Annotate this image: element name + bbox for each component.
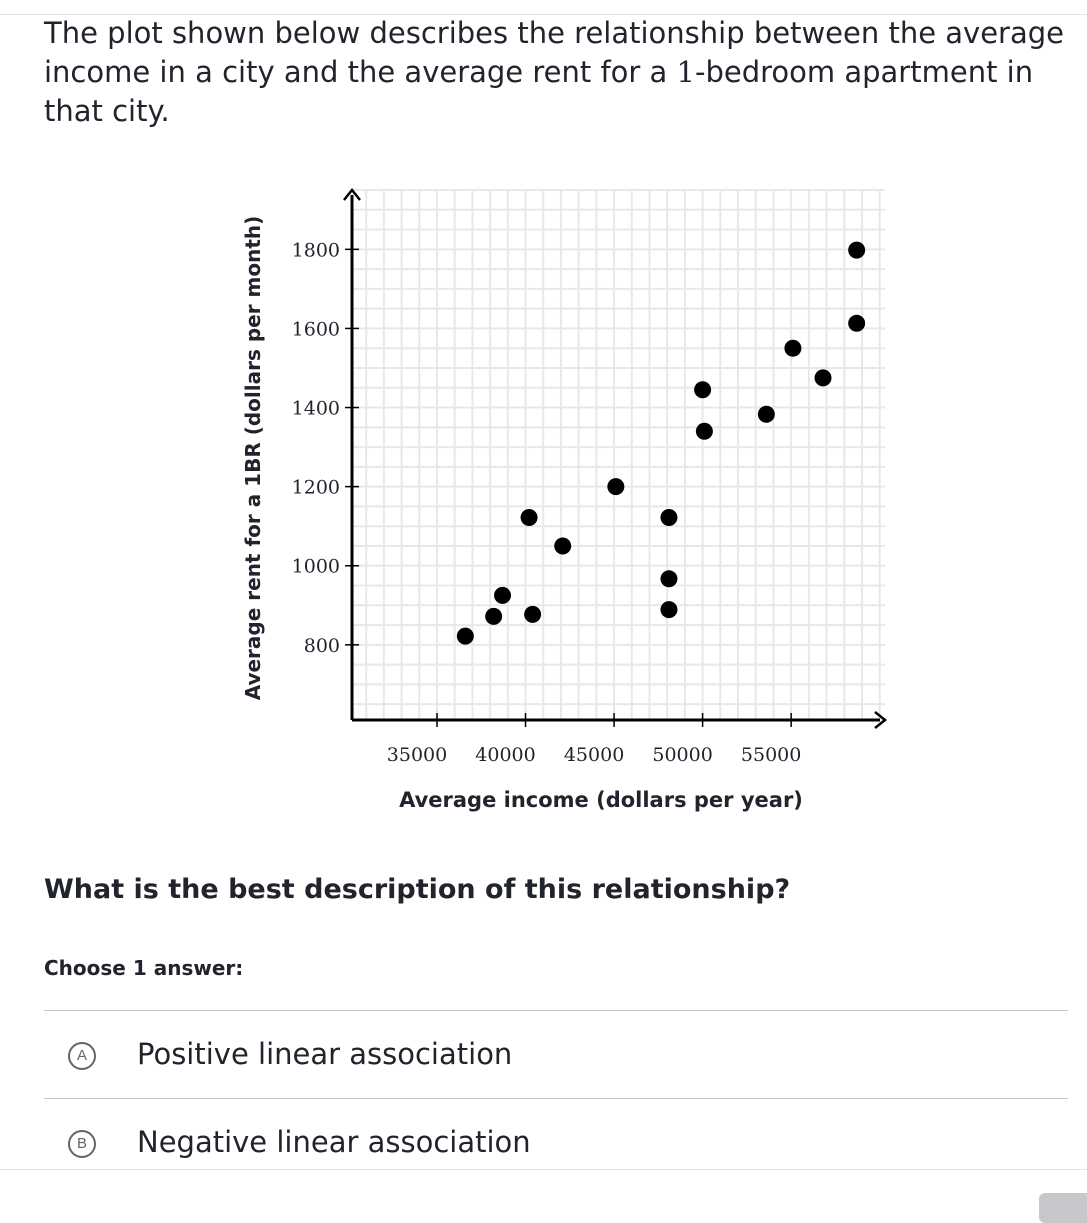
y-tick-label: 1200: [292, 477, 340, 499]
y-axis-arrow-icon: [343, 187, 361, 201]
x-axis-arrow-icon: [874, 711, 888, 729]
tick-marks: 35000 40000 45000 50000 55000 800 1000 1200 1400…: [292, 239, 802, 766]
data-point: [607, 478, 625, 496]
data-point: [694, 381, 712, 399]
data-point: [494, 586, 512, 604]
plot-axes: [343, 187, 888, 729]
choose-answer-label: Choose 1 answer:: [44, 956, 244, 980]
data-point: [660, 570, 678, 588]
bottom-divider: [0, 1169, 1087, 1170]
y-tick-label: 1400: [292, 398, 340, 420]
answer-letter-a-badge: A: [68, 1042, 96, 1070]
x-tick-label: 55000: [741, 744, 801, 766]
question-intro-number: 1: [676, 55, 695, 89]
y-axis-title: Average rent for a 1BR (dollars per mont…: [241, 215, 265, 701]
x-tick-label: 35000: [387, 744, 447, 766]
answer-option-b[interactable]: B Negative linear association: [44, 1099, 1068, 1186]
answer-letter-b-badge: B: [68, 1130, 96, 1158]
y-tick-label: 1000: [292, 556, 340, 578]
data-points: [456, 241, 866, 645]
data-point: [524, 605, 542, 623]
y-tick-label: 800: [304, 635, 340, 657]
data-point: [660, 508, 678, 526]
data-point: [485, 607, 503, 625]
data-point: [757, 405, 775, 423]
answer-choices: A Positive linear association B Negative…: [44, 1010, 1068, 1186]
x-axis-title: Average income (dollars per year): [399, 788, 803, 812]
answer-text-a: Positive linear association: [137, 1037, 513, 1071]
data-point: [660, 601, 678, 619]
answer-divider: [44, 1098, 1068, 1099]
y-tick-label: 1800: [292, 239, 340, 261]
top-divider: [0, 14, 1087, 15]
data-point: [554, 537, 572, 555]
data-point: [784, 339, 802, 357]
x-tick-label: 40000: [475, 744, 535, 766]
question-prompt: What is the best description of this rel…: [44, 874, 791, 905]
question-intro-after: -bedroom apartment in that city.: [44, 55, 1034, 128]
data-point: [848, 314, 866, 332]
data-point: [520, 508, 538, 526]
plot-grid: [352, 189, 885, 720]
data-point: [456, 627, 474, 645]
question-intro-before: The plot shown below describes the relat…: [44, 16, 1064, 89]
answer-option-a[interactable]: A Positive linear association: [44, 1011, 1068, 1098]
answer-text-b: Negative linear association: [137, 1125, 531, 1159]
x-tick-label: 45000: [564, 744, 624, 766]
answer-divider: [44, 1010, 1068, 1011]
data-point: [814, 369, 832, 387]
x-tick-label: 50000: [652, 744, 712, 766]
y-tick-label: 1600: [292, 318, 340, 340]
next-button[interactable]: [1039, 1193, 1087, 1223]
data-point: [848, 241, 866, 259]
question-intro: The plot shown below describes the relat…: [44, 14, 1064, 131]
data-point: [695, 422, 713, 440]
